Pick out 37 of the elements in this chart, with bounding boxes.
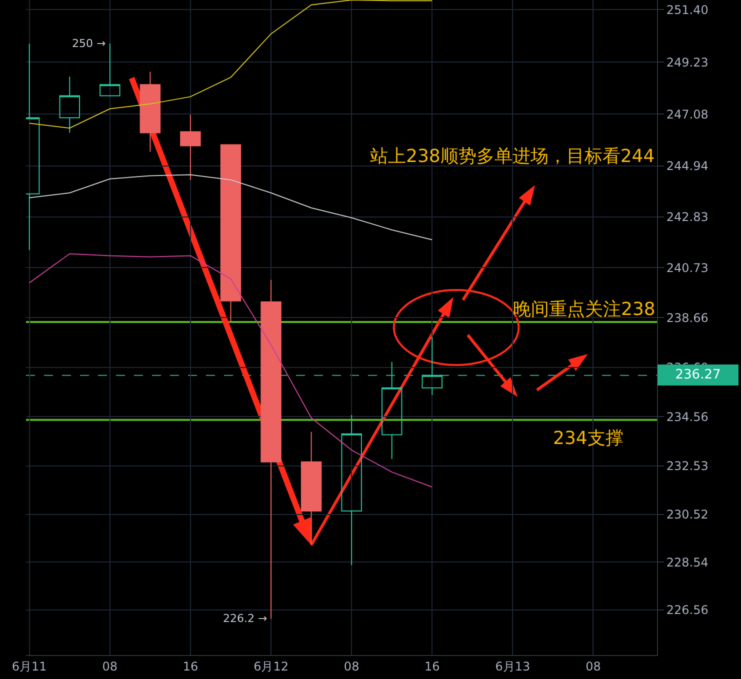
candlestick <box>220 144 242 322</box>
annotation: 站上238顺势多单进场，目标看244 <box>370 146 655 167</box>
y-tick-label: 232.53 <box>666 458 708 473</box>
ref-line-label: 236.27 <box>675 368 721 382</box>
y-tick-label: 238.66 <box>666 310 708 325</box>
candlestick <box>59 76 80 134</box>
y-tick-label: 240.73 <box>666 260 708 275</box>
ref-line-label: 234支撑 <box>553 428 624 449</box>
y-tick-label: 228.54 <box>666 555 708 570</box>
y-tick-label: 234.56 <box>666 410 708 424</box>
y-tick-label: 244.94 <box>666 159 708 173</box>
candlestick <box>422 336 442 396</box>
ref-line-label: 晚间重点关注238 <box>513 299 656 320</box>
candlestick <box>381 361 402 460</box>
x-tick-label: 6月11 <box>12 659 47 674</box>
y-tick-label: 249.23 <box>666 55 708 70</box>
x-tick-label: 6月12 <box>254 659 288 674</box>
x-tick-label: 08 <box>102 659 118 674</box>
annotation: 250 → <box>72 37 106 50</box>
candlestick <box>341 414 362 566</box>
annotation: 226.2 → <box>223 612 268 625</box>
x-tick-label: 16 <box>182 659 198 674</box>
y-tick-label: 230.52 <box>666 508 708 522</box>
y-tick-label: 251.40 <box>666 2 708 17</box>
line-series <box>28 174 433 240</box>
line-series <box>28 253 433 488</box>
y-tick-label: 242.83 <box>666 210 708 224</box>
x-tick-label: 08 <box>586 659 601 674</box>
candlestick <box>140 71 161 152</box>
x-tick-label: 16 <box>424 659 440 674</box>
line-series <box>28 0 433 129</box>
x-tick-label: 6月13 <box>495 659 530 674</box>
candlestick <box>180 114 201 180</box>
candlestick <box>300 431 322 546</box>
x-tick-label: 08 <box>344 659 360 674</box>
y-tick-label: 226.56 <box>666 603 708 618</box>
y-tick-label: 247.08 <box>666 107 708 122</box>
